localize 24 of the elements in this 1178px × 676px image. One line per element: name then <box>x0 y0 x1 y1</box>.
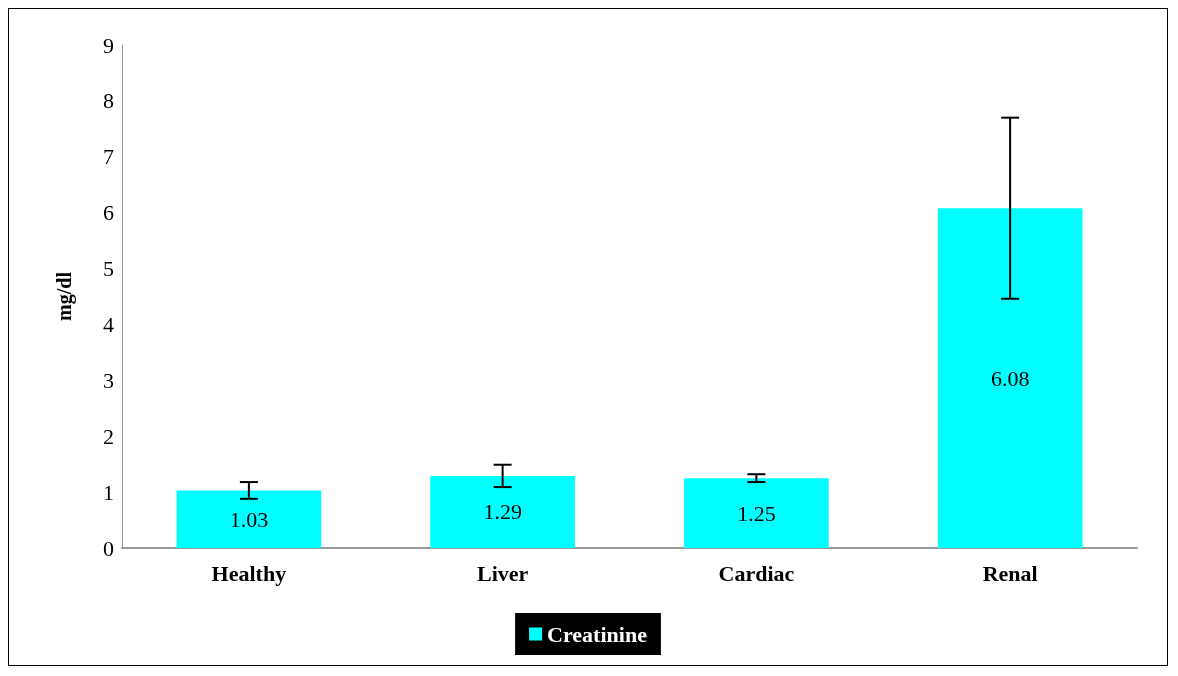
x-tick-label: Cardiac <box>718 560 795 586</box>
y-tick-label: 7 <box>103 144 114 170</box>
data-label: 1.25 <box>737 500 776 526</box>
bar <box>684 478 829 548</box>
y-tick-label: 0 <box>103 535 114 561</box>
y-tick-label: 3 <box>103 367 114 393</box>
y-tick-label: 1 <box>103 479 114 505</box>
x-tick-label: Renal <box>982 560 1038 586</box>
data-label: 6.08 <box>990 365 1030 391</box>
y-tick-label: 8 <box>103 88 114 114</box>
bar <box>176 490 322 548</box>
data-label: 1.03 <box>229 506 269 532</box>
bar <box>430 475 575 548</box>
y-tick-label: 4 <box>103 311 114 337</box>
y-tick-label: 9 <box>103 32 114 58</box>
x-tick-label: Healthy <box>211 560 287 586</box>
y-tick-label: 6 <box>103 200 114 226</box>
bar <box>937 208 1083 548</box>
data-label: 1.29 <box>483 499 522 525</box>
y-tick-label: 5 <box>103 256 114 282</box>
x-tick-label: Liver <box>476 560 529 586</box>
legend-label: Creatinine <box>547 621 648 647</box>
y-tick-label: 2 <box>103 423 114 449</box>
y-axis-title: mg/dl <box>53 271 76 321</box>
